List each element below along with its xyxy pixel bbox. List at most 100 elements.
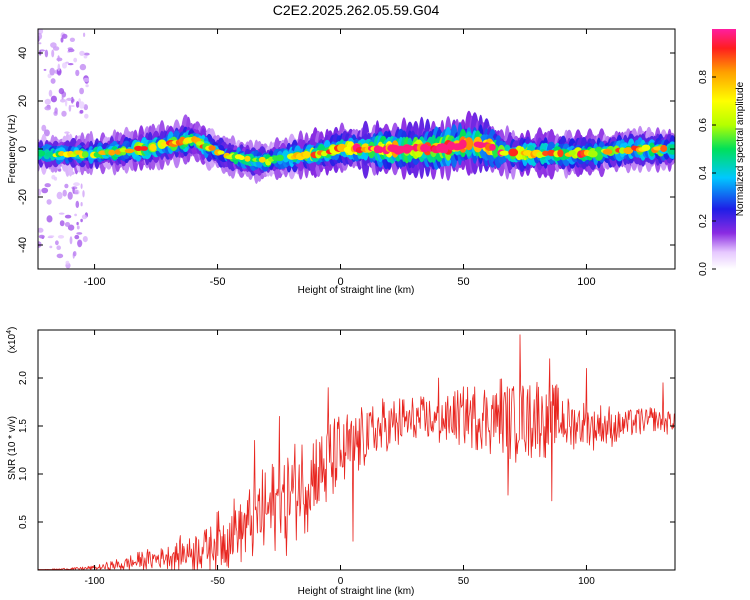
- noise-speck: [56, 253, 64, 259]
- noise-speck: [50, 95, 58, 103]
- noise-speck: [79, 50, 85, 56]
- x-tick-label: 0: [337, 276, 343, 288]
- x-tick-label: -100: [85, 576, 105, 587]
- noise-speck: [60, 37, 64, 43]
- noise-speck: [38, 32, 43, 40]
- noise-speck: [84, 113, 89, 119]
- noise-speck: [44, 106, 51, 111]
- noise-speck: [82, 190, 85, 198]
- x-tick-label: -50: [210, 276, 226, 288]
- x-tick-label: 0: [338, 576, 344, 587]
- spectrogram-heatmap: [38, 29, 675, 269]
- x-tick-label: -50: [210, 576, 225, 587]
- noise-speck: [61, 33, 68, 39]
- noise-speck: [46, 215, 53, 223]
- colorbar-label: Normalized spectral amplitude: [735, 81, 746, 216]
- x-tick-label: -100: [84, 276, 106, 288]
- noise-speck: [56, 245, 61, 250]
- spectral-blob: [258, 156, 266, 163]
- noise-speck: [41, 187, 49, 194]
- snr-multiplier-exponent: 4: [6, 330, 13, 334]
- noise-speck: [75, 101, 80, 108]
- noise-speck: [50, 42, 57, 48]
- noise-speck: [67, 191, 73, 200]
- spectral-blob: [244, 155, 251, 162]
- spectral-blob: [442, 144, 449, 154]
- noise-speck: [57, 55, 60, 62]
- noise-speck: [61, 110, 67, 117]
- noise-speck: [83, 104, 89, 111]
- colorbar-tick-label: 0.6: [698, 118, 709, 132]
- spectral-blob: [660, 144, 668, 153]
- y-tick-label: 20: [17, 95, 29, 107]
- spectrogram-y-ticks: -40 -20 0 20 40: [17, 47, 675, 253]
- spectrogram-x-label: Height of straight line (km): [298, 285, 415, 296]
- spectral-blob: [588, 150, 598, 158]
- noise-speck: [44, 49, 49, 58]
- snr-panel: -100 -50 0 50 100 0.5 1.0 1.5 2.0 Height of str…: [6, 327, 676, 597]
- noise-speck: [76, 225, 80, 230]
- spectral-blob: [459, 139, 467, 149]
- snr-y-multiplier: (x104): [6, 327, 18, 354]
- noise-speck: [83, 52, 90, 56]
- noise-speck: [46, 199, 52, 205]
- snr-x-label: Height of straight line (km): [298, 586, 415, 597]
- noise-speck: [43, 68, 47, 71]
- noise-speck: [78, 101, 85, 109]
- noise-speck: [75, 69, 80, 77]
- noise-speck: [68, 104, 72, 112]
- x-tick-label: 100: [577, 276, 595, 288]
- noise-speck: [80, 218, 83, 223]
- noise-speck: [72, 187, 75, 193]
- y-tick-label: 40: [17, 47, 29, 59]
- spectral-blob: [653, 146, 663, 151]
- noise-speck: [64, 183, 69, 189]
- noise-speck: [67, 63, 74, 66]
- noise-speck: [79, 87, 84, 95]
- noise-speck: [67, 48, 75, 53]
- noise-speck: [44, 98, 51, 105]
- noise-speck: [76, 232, 83, 235]
- spectral-blob: [542, 150, 550, 156]
- noise-speck: [80, 183, 83, 189]
- noise-speck: [80, 202, 83, 207]
- y-tick-label: -40: [17, 237, 29, 253]
- noise-speck: [64, 131, 70, 134]
- svg-text:(x104): (x104): [6, 327, 18, 354]
- colorbar-ticks: 0.0 0.2 0.4 0.6 0.8: [698, 70, 716, 276]
- noise-speck: [55, 240, 59, 246]
- y-tick-label: 0.5: [18, 515, 29, 529]
- spectral-blob: [134, 145, 143, 151]
- noise-speck: [77, 239, 83, 248]
- spectral-blob: [476, 142, 486, 149]
- snr-x-ticks: -100 -50 0 50 100: [85, 330, 595, 587]
- snr-y-ticks: 0.5 1.0 1.5 2.0: [18, 371, 675, 529]
- y-tick-label: 0: [17, 146, 29, 152]
- noise-speck: [73, 182, 80, 187]
- y-tick-label: -20: [17, 189, 29, 205]
- spectral-blob: [38, 150, 46, 157]
- colorbar-tick-label: 0.4: [698, 166, 709, 180]
- noise-speck: [69, 37, 75, 42]
- noise-speck: [61, 95, 64, 100]
- noise-speck: [74, 213, 77, 217]
- noise-speck: [65, 61, 69, 64]
- noise-speck: [81, 214, 87, 220]
- spectral-blob: [238, 155, 245, 160]
- noise-speck: [38, 42, 42, 45]
- noise-speck: [47, 73, 52, 79]
- spectrogram-x-ticks: -100 -50 0 50 100: [84, 29, 596, 288]
- noise-speck: [74, 189, 79, 195]
- spectral-blob: [641, 144, 651, 151]
- spectral-blob: [149, 143, 157, 152]
- noise-speck: [70, 105, 75, 107]
- spectral-blob: [557, 149, 564, 158]
- spectral-blob: [217, 150, 225, 155]
- noise-speck: [76, 221, 79, 226]
- noise-speck: [83, 32, 86, 37]
- noise-speck: [65, 260, 70, 265]
- noise-speck: [58, 88, 65, 95]
- spectral-blob: [282, 150, 290, 163]
- spectral-blob: [276, 154, 284, 161]
- noise-speck: [62, 189, 67, 197]
